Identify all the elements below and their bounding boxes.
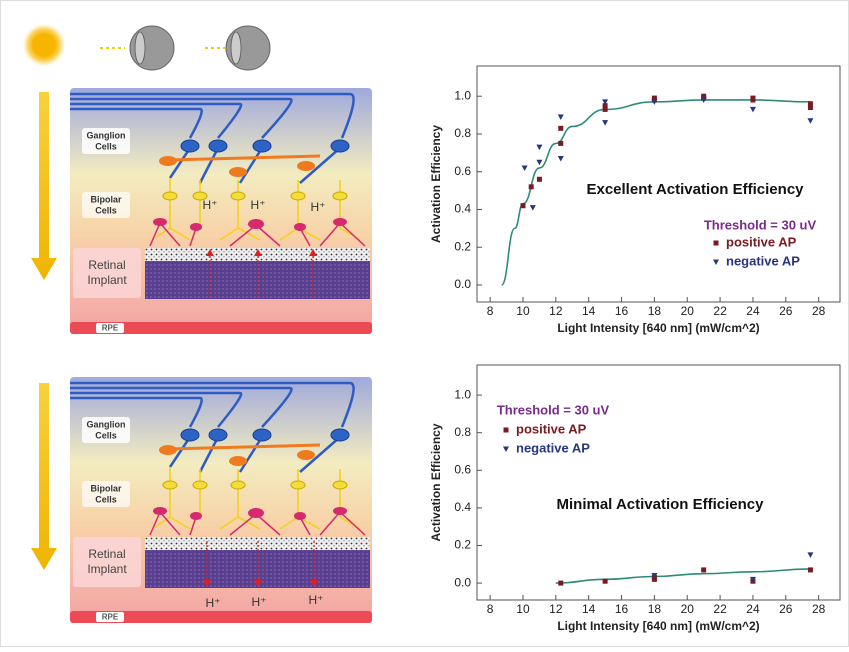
ion-label: H⁺ (203, 198, 218, 212)
y-tick-label: 0.4 (454, 500, 471, 514)
implant-label: Implant (87, 273, 127, 287)
x-tick-label: 16 (615, 304, 629, 318)
marker-square (808, 567, 813, 572)
x-tick-label: 12 (549, 304, 563, 318)
cell-label: Cells (95, 141, 117, 151)
marker-square (808, 105, 813, 110)
x-tick-label: 28 (812, 602, 826, 616)
implant-label: Retinal (88, 258, 125, 272)
x-axis-label: Light Intensity [640 nm] (mW/cm^2) (557, 321, 759, 335)
x-tick-label: 8 (487, 304, 494, 318)
figure: GanglionCellsBipolarCellsRetinalImplantR… (0, 0, 849, 647)
y-tick-label: 0.8 (454, 425, 471, 439)
cell-label: Bipolar (90, 483, 122, 493)
marker-square (558, 141, 563, 146)
x-tick-label: 24 (746, 602, 760, 616)
cell-label: Bipolar (90, 194, 122, 204)
x-tick-label: 8 (487, 602, 494, 616)
annotation: Excellent Activation Efficiency (586, 181, 804, 198)
legend-marker (504, 428, 509, 433)
rpe-label: RPE (102, 324, 119, 333)
marker-square (520, 203, 525, 208)
x-tick-label: 12 (549, 602, 563, 616)
x-tick-label: 18 (648, 602, 662, 616)
x-tick-label: 26 (779, 602, 793, 616)
ion-label: H⁺ (251, 198, 266, 212)
cell-label: Cells (95, 430, 117, 440)
x-tick-label: 16 (615, 602, 629, 616)
y-tick-label: 1.0 (454, 88, 471, 102)
legend-label: positive AP (726, 234, 797, 249)
cell-label: Cells (95, 205, 117, 215)
marker-square (537, 177, 542, 182)
threshold-label: Threshold = 30 uV (704, 217, 817, 232)
x-tick-label: 20 (681, 602, 695, 616)
legend-marker (714, 241, 719, 246)
cell-label: Ganglion (87, 419, 126, 429)
x-tick-label: 14 (582, 602, 596, 616)
x-tick-label: 26 (779, 304, 793, 318)
cell-label: Cells (95, 494, 117, 504)
y-tick-label: 0.8 (454, 126, 471, 140)
marker-square (558, 126, 563, 131)
legend-label: negative AP (516, 440, 590, 455)
x-tick-label: 20 (681, 304, 695, 318)
rpe-label: RPE (102, 613, 119, 622)
ion-label: H⁺ (311, 200, 326, 214)
y-tick-label: 0.2 (454, 538, 471, 552)
marker-square (750, 96, 755, 101)
ion-label: H⁺ (206, 596, 221, 610)
x-tick-label: 10 (516, 304, 530, 318)
y-tick-label: 0.4 (454, 202, 471, 216)
x-tick-label: 28 (812, 304, 826, 318)
x-tick-label: 14 (582, 304, 596, 318)
ion-label: H⁺ (309, 593, 324, 607)
legend-label: positive AP (516, 421, 587, 436)
y-tick-label: 0.6 (454, 462, 471, 476)
x-tick-label: 10 (516, 602, 530, 616)
ion-label: H⁺ (252, 595, 267, 609)
marker-square (558, 581, 563, 586)
x-tick-label: 18 (648, 304, 662, 318)
marker-square (603, 579, 608, 584)
y-axis-label: Activation Efficiency (429, 423, 443, 541)
y-tick-label: 1.0 (454, 387, 471, 401)
implant-label: Implant (87, 562, 127, 576)
sun-icon (22, 23, 66, 67)
x-axis-label: Light Intensity [640 nm] (mW/cm^2) (557, 619, 759, 633)
annotation: Minimal Activation Efficiency (557, 496, 765, 513)
threshold-label: Threshold = 30 uV (497, 402, 610, 417)
y-tick-label: 0.0 (454, 277, 471, 291)
x-tick-label: 22 (713, 304, 727, 318)
implant-label: Retinal (88, 547, 125, 561)
marker-square (529, 184, 534, 189)
legend-label: negative AP (726, 253, 800, 268)
cell-label: Ganglion (87, 130, 126, 140)
y-tick-label: 0.6 (454, 164, 471, 178)
y-tick-label: 0.2 (454, 239, 471, 253)
y-tick-label: 0.0 (454, 575, 471, 589)
y-axis-label: Activation Efficiency (429, 125, 443, 243)
marker-square (701, 567, 706, 572)
x-tick-label: 22 (713, 602, 727, 616)
x-tick-label: 24 (746, 304, 760, 318)
